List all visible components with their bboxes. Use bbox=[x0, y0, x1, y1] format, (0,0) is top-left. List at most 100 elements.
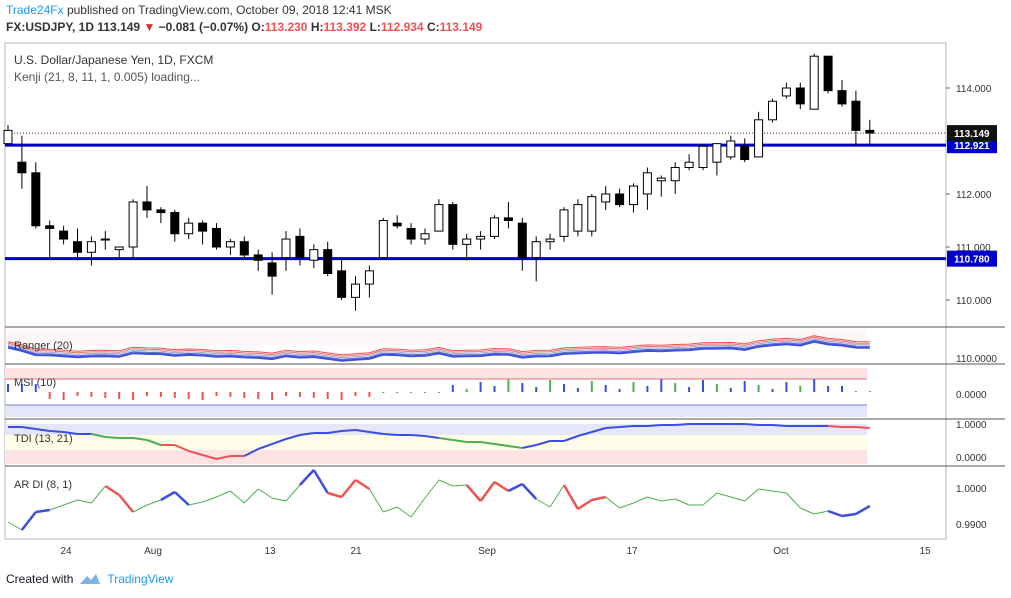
tdi-segment bbox=[522, 444, 537, 449]
ardi-segment bbox=[675, 498, 690, 506]
candle-up bbox=[768, 100, 777, 121]
candle-down bbox=[31, 172, 41, 227]
candle-up bbox=[781, 87, 791, 97]
msi-bar bbox=[257, 392, 260, 399]
tdi-segment bbox=[21, 426, 36, 430]
ardi-axis-tick-bottom: 0.9900 bbox=[956, 520, 987, 531]
ardi-segment bbox=[354, 478, 371, 491]
ardi-line bbox=[7, 469, 871, 531]
ardi-segment bbox=[424, 479, 440, 499]
tdi-segment bbox=[494, 443, 509, 447]
ardi-segment bbox=[577, 498, 593, 511]
msi-bar bbox=[132, 392, 135, 400]
tdi-segment bbox=[146, 439, 162, 446]
tdi-segment bbox=[619, 425, 634, 428]
time-tick-label: Sep bbox=[478, 546, 496, 557]
msi-bar bbox=[396, 392, 399, 393]
ardi-segment bbox=[619, 502, 634, 509]
candle-down bbox=[198, 222, 208, 232]
candle-up bbox=[698, 145, 708, 169]
tdi-segment bbox=[369, 431, 384, 435]
author-link[interactable]: Trade24Fx bbox=[6, 3, 64, 17]
candle-up bbox=[601, 193, 611, 203]
candle-up bbox=[545, 238, 555, 243]
ardi-segment bbox=[396, 506, 412, 518]
candle-up bbox=[754, 119, 764, 158]
tdi-segment bbox=[535, 440, 551, 446]
tdi-upper-band bbox=[5, 424, 867, 435]
candle-down bbox=[17, 161, 27, 174]
msi-bar bbox=[382, 392, 385, 393]
time-tick-label: 21 bbox=[350, 546, 362, 557]
candle-up bbox=[476, 235, 486, 240]
ardi-segment bbox=[271, 497, 287, 502]
msi-bar bbox=[424, 392, 426, 393]
ardi-segment bbox=[507, 482, 523, 493]
high-label: H: bbox=[310, 20, 324, 34]
msi-bar bbox=[660, 379, 663, 392]
msi-bar bbox=[576, 388, 579, 392]
ardi-segment bbox=[132, 504, 148, 513]
candle-down bbox=[323, 249, 333, 274]
publish-line: Trade24Fx published on TradingView.com, … bbox=[6, 3, 392, 17]
candle-down bbox=[212, 227, 221, 248]
ranger-series-line bbox=[7, 336, 870, 357]
tdi-segment bbox=[355, 429, 370, 433]
ardi-segment bbox=[20, 511, 37, 531]
candle-up bbox=[3, 129, 13, 145]
candle-down bbox=[448, 204, 458, 245]
msi-bar bbox=[757, 385, 760, 392]
tdi-segment bbox=[257, 443, 273, 450]
msi-histogram bbox=[7, 379, 871, 400]
horizontal-levels[interactable]: 112.921 110.780 113.149 bbox=[5, 125, 997, 267]
candle-up bbox=[351, 283, 360, 298]
ardi-axis-tick-top: 1.0000 bbox=[956, 484, 987, 495]
ardi-segment bbox=[257, 488, 273, 499]
tdi-segment bbox=[508, 445, 523, 449]
price-tick-label: 112.000 bbox=[956, 190, 992, 201]
msi-bar bbox=[813, 379, 816, 392]
tdi-segment bbox=[744, 423, 759, 426]
ardi-segment bbox=[800, 507, 815, 515]
last-price-label: 113.149 bbox=[954, 129, 990, 140]
close-value: 113.149 bbox=[439, 20, 483, 34]
time-tick-label: 13 bbox=[264, 546, 276, 557]
msi-bar bbox=[243, 392, 246, 398]
ardi-segment bbox=[146, 499, 162, 506]
msi-bar bbox=[368, 392, 371, 397]
ardi-segment bbox=[521, 483, 538, 500]
ardi-segment bbox=[104, 484, 120, 497]
candle-up bbox=[712, 143, 722, 163]
msi-bar bbox=[76, 392, 79, 396]
msi-bar bbox=[104, 392, 107, 398]
msi-bar bbox=[618, 389, 621, 392]
chart-title: U.S. Dollar/Japanese Yen, 1D, FXCM bbox=[14, 53, 213, 67]
tdi-segment bbox=[647, 424, 662, 427]
ardi-segment bbox=[173, 491, 190, 506]
msi-bar bbox=[549, 380, 552, 392]
ranger-axis-tick: 110.0000 bbox=[956, 354, 997, 365]
tdi-segment bbox=[105, 436, 120, 439]
msi-bar bbox=[715, 384, 718, 392]
ardi-segment bbox=[340, 479, 357, 498]
msi-bar bbox=[854, 391, 857, 392]
msi-bar bbox=[729, 388, 732, 392]
msi-bar bbox=[868, 391, 871, 392]
tradingview-link[interactable]: TradingView bbox=[107, 572, 174, 586]
ranger-series-line bbox=[7, 339, 870, 360]
ranger-band-bg bbox=[5, 329, 867, 345]
time-tick-label: Oct bbox=[773, 546, 789, 557]
ardi-segment bbox=[465, 484, 482, 502]
candle-up bbox=[656, 177, 666, 182]
ardi-segment bbox=[786, 492, 801, 509]
tdi-segment bbox=[49, 430, 64, 433]
ardi-segment bbox=[7, 521, 23, 531]
msi-bar bbox=[159, 392, 162, 397]
ardi-segment bbox=[535, 498, 551, 508]
msi-bar bbox=[48, 392, 51, 399]
ardi-segment bbox=[216, 490, 231, 498]
tdi-segment bbox=[411, 434, 426, 437]
candle-down bbox=[142, 201, 152, 211]
